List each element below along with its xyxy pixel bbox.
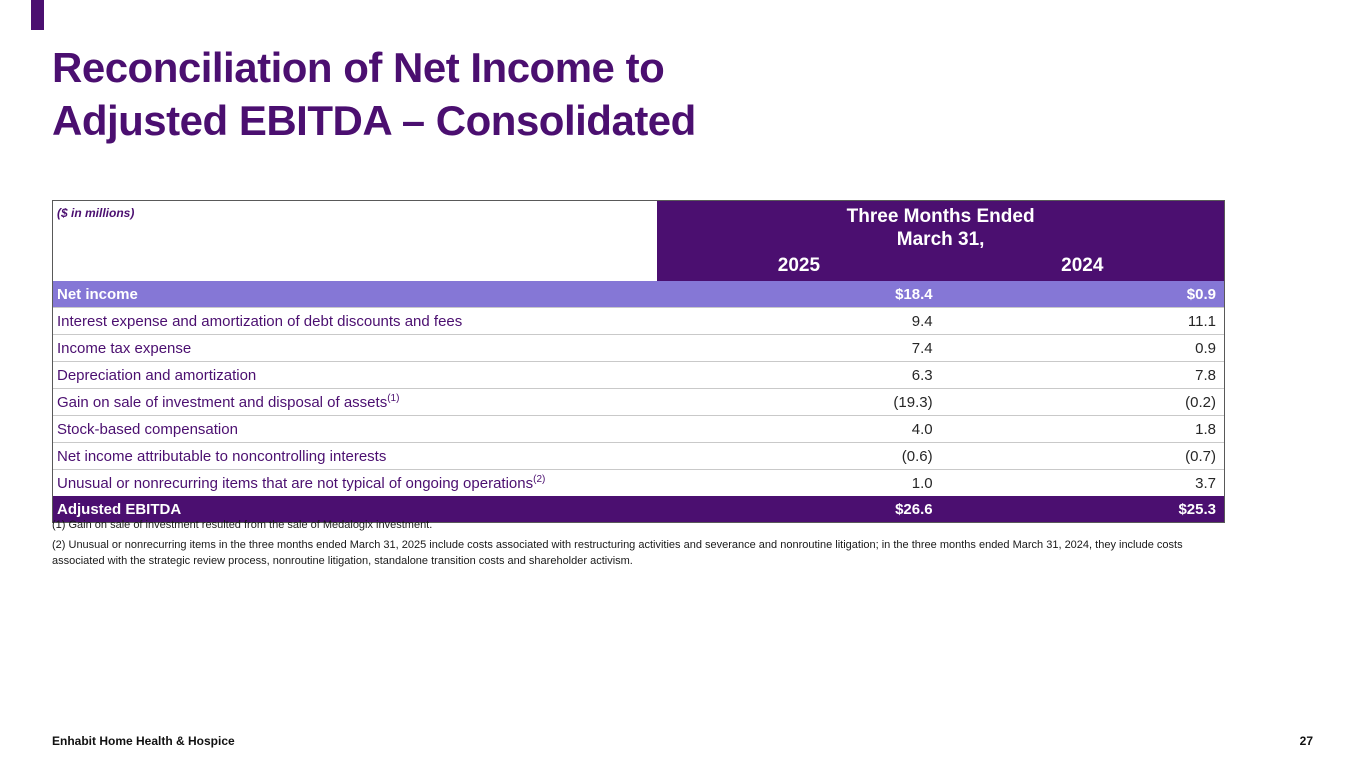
table-row-unusual-items: Unusual or nonrecurring items that are n… xyxy=(53,469,1224,496)
year-columns: 2025 2024 xyxy=(657,253,1224,279)
table-row-adjusted-ebitda: Adjusted EBITDA $26.6 $25.3 xyxy=(53,496,1224,522)
row-value-2024: 11.1 xyxy=(1187,312,1216,330)
period-header-line2: March 31, xyxy=(896,229,985,250)
row-value-2024: (0.7) xyxy=(1185,447,1216,465)
row-value-2024: $0.9 xyxy=(1186,285,1216,303)
page-title: Reconciliation of Net Income to Adjusted… xyxy=(52,42,696,148)
table-row-income-tax: Income tax expense 7.4 0.9 xyxy=(53,334,1224,361)
table-header: ($ in millions) Three Months Ended March… xyxy=(53,201,1224,281)
page-number: 27 xyxy=(1299,734,1313,748)
page-title-line2: Adjusted EBITDA – Consolidated xyxy=(52,96,696,144)
row-label: Income tax expense xyxy=(53,340,657,357)
row-value-2025: (0.6) xyxy=(901,447,933,465)
page-title-line1: Reconciliation of Net Income to xyxy=(52,44,665,91)
row-label-footnote-ref: (1) xyxy=(387,392,400,404)
table-row-depreciation: Depreciation and amortization 6.3 7.8 xyxy=(53,361,1224,388)
column-header-2025: 2025 xyxy=(777,255,821,276)
row-value-2025: $26.6 xyxy=(895,500,933,518)
row-label: Net income xyxy=(53,286,657,303)
company-footer: Enhabit Home Health & Hospice xyxy=(52,734,235,748)
column-header-2024: 2024 xyxy=(1061,255,1104,276)
row-label-text: Stock-based compensation xyxy=(57,420,238,438)
table-row-gain-on-sale: Gain on sale of investment and disposal … xyxy=(53,388,1224,415)
row-label-text: Net income xyxy=(57,285,138,303)
row-value-2025: 4.0 xyxy=(911,420,933,438)
row-value-2025: $18.4 xyxy=(895,285,933,303)
row-label: Adjusted EBITDA xyxy=(53,501,657,518)
row-label: Interest expense and amortization of deb… xyxy=(53,313,657,330)
table-row-interest-expense: Interest expense and amortization of deb… xyxy=(53,307,1224,334)
row-label: Stock-based compensation xyxy=(53,421,657,438)
row-value-2024: 1.8 xyxy=(1195,420,1216,438)
row-label-text: Net income attributable to noncontrollin… xyxy=(57,447,387,465)
reconciliation-table: ($ in millions) Three Months Ended March… xyxy=(52,200,1225,523)
table-row-noncontrolling-interests: Net income attributable to noncontrollin… xyxy=(53,442,1224,469)
row-value-2025: 7.4 xyxy=(911,339,933,357)
row-label-text: Gain on sale of investment and disposal … xyxy=(57,393,388,411)
table-row-net-income: Net income $18.4 $0.9 xyxy=(53,281,1224,307)
units-label: ($ in millions) xyxy=(57,206,135,220)
period-header: Three Months Ended March 31, 2025 2024 xyxy=(657,201,1224,281)
row-label-text: Depreciation and amortization xyxy=(57,366,257,384)
row-value-2025: 6.3 xyxy=(911,366,933,384)
row-value-2024: 0.9 xyxy=(1195,339,1216,357)
row-value-2024: 3.7 xyxy=(1195,474,1216,492)
row-label-text: Interest expense and amortization of deb… xyxy=(57,312,463,330)
row-label: Unusual or nonrecurring items that are n… xyxy=(53,473,657,492)
row-label: Depreciation and amortization xyxy=(53,367,657,384)
footnotes: (1) Gain on sale of investment resulted … xyxy=(52,518,1202,574)
row-label: Gain on sale of investment and disposal … xyxy=(53,392,657,411)
units-cell: ($ in millions) xyxy=(53,201,657,281)
row-value-2024: $25.3 xyxy=(1178,500,1216,518)
table-row-stock-compensation: Stock-based compensation 4.0 1.8 xyxy=(53,415,1224,442)
row-value-2024: (0.2) xyxy=(1185,393,1216,411)
row-value-2025: (19.3) xyxy=(893,393,933,411)
row-label-text: Adjusted EBITDA xyxy=(57,500,182,518)
accent-bar xyxy=(31,0,44,30)
footnote-1: (1) Gain on sale of investment resulted … xyxy=(52,519,433,531)
row-label-text: Income tax expense xyxy=(57,339,192,357)
row-label-text: Unusual or nonrecurring items that are n… xyxy=(57,474,534,492)
row-label-footnote-ref: (2) xyxy=(533,473,546,485)
row-label: Net income attributable to noncontrollin… xyxy=(53,448,657,465)
row-value-2024: 7.8 xyxy=(1195,366,1216,384)
period-header-line1: Three Months Ended xyxy=(846,206,1035,227)
row-value-2025: 1.0 xyxy=(911,474,933,492)
row-value-2025: 9.4 xyxy=(911,312,933,330)
footnote-2: (2) Unusual or nonrecurring items in the… xyxy=(52,539,1183,567)
